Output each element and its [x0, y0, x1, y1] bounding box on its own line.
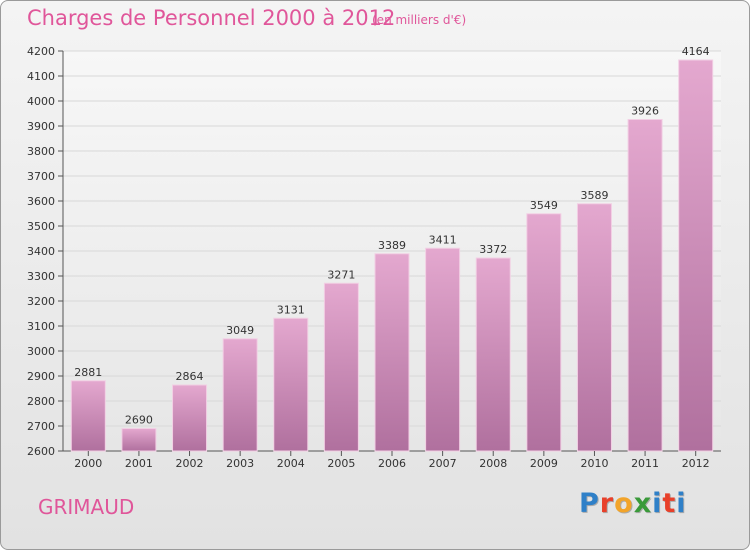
x-tick-label: 2004 [277, 457, 305, 470]
logo-letter: i [676, 488, 687, 519]
bar [627, 119, 663, 452]
chart-title: Charges de Personnel 2000 à 2012 [27, 6, 396, 30]
bar [172, 384, 208, 452]
y-tick-label: 2600 [27, 445, 55, 458]
y-tick-label: 3300 [27, 270, 55, 283]
x-tick-label: 2007 [429, 457, 457, 470]
bar [425, 247, 461, 452]
x-tick-label: 2003 [226, 457, 254, 470]
y-tick-label: 3200 [27, 295, 55, 308]
data-label: 2881 [74, 366, 102, 379]
data-label: 3411 [429, 233, 457, 246]
x-tick-label: 2012 [682, 457, 710, 470]
y-tick-label: 3800 [27, 145, 55, 158]
bar [678, 59, 714, 452]
data-label: 3049 [226, 324, 254, 337]
data-label: 3271 [327, 268, 355, 281]
x-tick-label: 2006 [378, 457, 406, 470]
logo-letter: x [633, 488, 653, 519]
bar [475, 257, 511, 452]
bar [576, 203, 612, 452]
y-tick-label: 4000 [27, 95, 55, 108]
data-label: 3549 [530, 199, 558, 212]
bar [526, 213, 562, 452]
logo-letter: o [614, 488, 634, 519]
x-tick-label: 2008 [479, 457, 507, 470]
city-name: GRIMAUD [38, 495, 135, 519]
proxiti-logo[interactable]: Proxiti [579, 488, 687, 519]
y-tick-label: 3900 [27, 120, 55, 133]
y-tick-label: 2700 [27, 420, 55, 433]
logo-letter: i [652, 488, 663, 519]
bar [374, 253, 410, 452]
y-tick-label: 2900 [27, 370, 55, 383]
bar [222, 338, 258, 452]
data-label: 3389 [378, 239, 406, 252]
data-label: 3926 [631, 105, 659, 118]
x-tick-label: 2010 [580, 457, 608, 470]
data-label: 3589 [580, 189, 608, 202]
data-label: 2864 [176, 370, 204, 383]
y-tick-label: 3000 [27, 345, 55, 358]
bar [273, 317, 309, 452]
x-tick-label: 2005 [327, 457, 355, 470]
y-tick-label: 4200 [27, 45, 55, 58]
logo-letter: r [599, 488, 615, 519]
bar [70, 380, 106, 452]
y-tick-label: 3100 [27, 320, 55, 333]
y-tick-label: 3700 [27, 170, 55, 183]
logo-letter: t [662, 488, 677, 519]
x-tick-label: 2009 [530, 457, 558, 470]
y-tick-label: 2800 [27, 395, 55, 408]
x-tick-label: 2011 [631, 457, 659, 470]
x-tick-label: 2002 [176, 457, 204, 470]
x-tick-label: 2000 [74, 457, 102, 470]
data-label: 4164 [682, 45, 710, 58]
bar [121, 428, 157, 452]
data-label: 3131 [277, 303, 305, 316]
y-tick-label: 3400 [27, 245, 55, 258]
y-tick-label: 4100 [27, 70, 55, 83]
data-label: 2690 [125, 414, 153, 427]
data-label: 3372 [479, 243, 507, 256]
logo-letter: P [579, 488, 600, 519]
bar [323, 282, 359, 452]
y-tick-label: 3500 [27, 220, 55, 233]
y-tick-label: 3600 [27, 195, 55, 208]
chart-subtitle: (en milliers d'€) [372, 13, 467, 27]
x-tick-label: 2001 [125, 457, 153, 470]
